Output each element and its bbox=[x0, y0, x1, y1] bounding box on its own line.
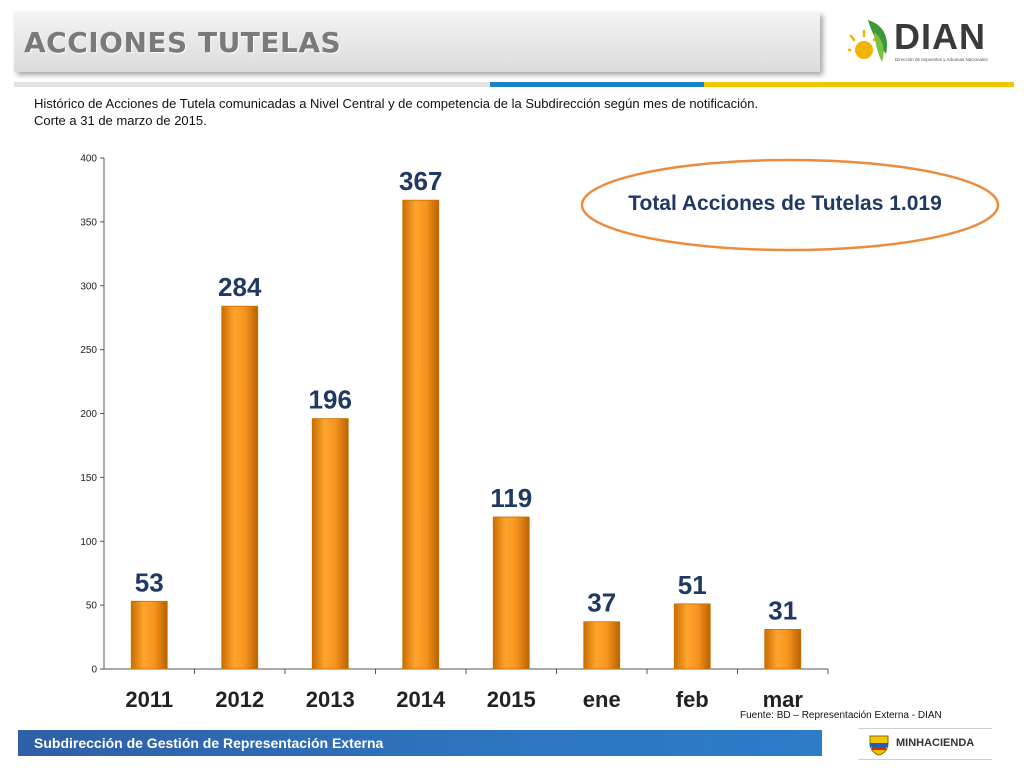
y-tick-label: 150 bbox=[80, 473, 97, 484]
ministry-logo: MINHACIENDA bbox=[858, 728, 992, 760]
bar-mar bbox=[764, 628, 802, 670]
logo-subtitle: Dirección de Impuestos y Aduanas Naciona… bbox=[895, 57, 988, 62]
total-highlight-ellipse bbox=[580, 158, 1000, 252]
bar-2014 bbox=[402, 199, 440, 670]
y-tick-label: 0 bbox=[91, 665, 97, 676]
bar-2011 bbox=[130, 600, 168, 670]
category-label-2015: 2015 bbox=[487, 687, 536, 712]
description-line-1: Histórico de Acciones de Tutela comunica… bbox=[34, 96, 759, 111]
y-tick-label: 350 bbox=[80, 217, 97, 228]
value-label-2014: 367 bbox=[399, 166, 442, 196]
value-label-2011: 53 bbox=[135, 567, 164, 597]
bar-feb bbox=[673, 603, 711, 670]
color-strip-yellow bbox=[704, 82, 1014, 87]
bar-2013 bbox=[311, 418, 349, 670]
coat-of-arms-icon bbox=[869, 735, 889, 756]
source-note: Fuente: BD – Representación Externa - DI… bbox=[740, 710, 942, 721]
total-label: Total Acciones de Tutelas 1.019 bbox=[628, 192, 942, 215]
y-tick-label: 400 bbox=[80, 154, 97, 165]
y-tick-label: 200 bbox=[80, 409, 97, 420]
dian-logo: DIAN Dirección de Impuestos y Aduanas Na… bbox=[848, 14, 998, 70]
bar-ene bbox=[583, 621, 621, 670]
y-tick-label: 250 bbox=[80, 345, 97, 356]
color-strip-gray bbox=[14, 82, 490, 87]
footer-text: Subdirección de Gestión de Representació… bbox=[34, 735, 384, 751]
bar-2012 bbox=[221, 305, 259, 670]
y-tick-label: 100 bbox=[80, 537, 97, 548]
category-label-2012: 2012 bbox=[215, 687, 264, 712]
category-label-2014: 2014 bbox=[396, 687, 446, 712]
category-label-ene: ene bbox=[583, 687, 621, 712]
bar-2015 bbox=[492, 516, 530, 670]
value-label-mar: 31 bbox=[768, 595, 797, 625]
chart-description: Histórico de Acciones de Tutela comunica… bbox=[34, 95, 854, 129]
value-label-2012: 284 bbox=[218, 272, 262, 302]
y-tick-label: 50 bbox=[86, 601, 98, 612]
value-label-ene: 37 bbox=[587, 588, 616, 618]
title-banner: ACCIONES TUTELAS bbox=[14, 12, 820, 72]
category-label-feb: feb bbox=[676, 687, 709, 712]
page-title: ACCIONES TUTELAS bbox=[24, 26, 342, 59]
category-label-2013: 2013 bbox=[306, 687, 355, 712]
footer-bar: Subdirección de Gestión de Representació… bbox=[18, 730, 822, 756]
description-line-2: Corte a 31 de marzo de 2015. bbox=[34, 113, 207, 128]
dian-emblem-icon bbox=[848, 20, 888, 62]
y-tick-label: 300 bbox=[80, 281, 97, 292]
value-label-2013: 196 bbox=[309, 385, 352, 415]
color-strip-blue bbox=[490, 82, 704, 87]
logo-name: DIAN bbox=[894, 16, 986, 57]
category-label-mar: mar bbox=[763, 687, 804, 712]
category-label-2011: 2011 bbox=[125, 687, 173, 712]
value-label-2015: 119 bbox=[490, 483, 532, 513]
ministry-name: MINHACIENDA bbox=[896, 737, 975, 749]
value-label-feb: 51 bbox=[678, 570, 707, 600]
